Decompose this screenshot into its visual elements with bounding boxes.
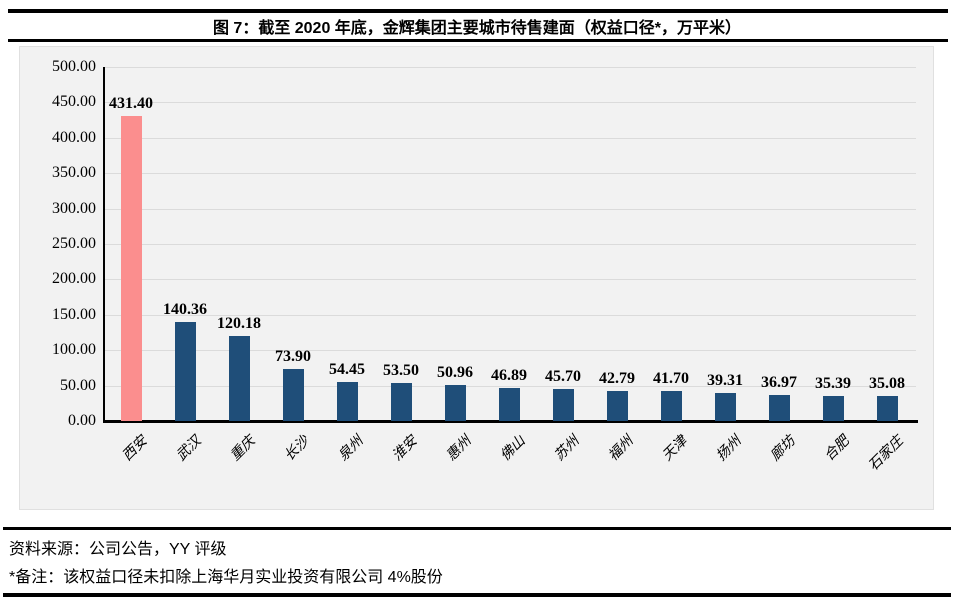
y-axis-tick-label: 450.00 [52, 93, 96, 111]
x-axis-category-label: 合肥 [822, 433, 853, 465]
x-axis-category-label: 武汉 [174, 433, 205, 465]
footer-top-rule [3, 527, 951, 530]
bar-value-label: 39.31 [707, 372, 743, 390]
x-axis-category-label: 重庆 [228, 433, 259, 465]
gridline [104, 137, 916, 139]
bar-扬州 [714, 393, 736, 421]
y-axis-line [103, 67, 105, 423]
bar-泉州 [336, 382, 358, 421]
y-axis-tick-label: 500.00 [52, 58, 96, 75]
bar-value-label: 36.97 [761, 373, 797, 391]
x-axis-category-label: 佛山 [498, 433, 529, 465]
x-axis-category-label: 苏州 [552, 433, 583, 465]
x-axis-category-label: 长沙 [282, 433, 313, 465]
x-axis-category-label: 廊坊 [768, 433, 799, 465]
note-line: *备注：该权益口径未扣除上海华月实业投资有限公司 4%股份 [9, 569, 443, 586]
y-axis-tick-label: 50.00 [60, 376, 96, 394]
plot-area: 0.00 50.00 100.00 150.00 200.00 250.00 300.00 3… [20, 47, 935, 511]
bar-value-label: 140.36 [163, 300, 207, 318]
y-axis-tick-label: 150.00 [52, 305, 96, 323]
x-axis-category-label: 福州 [606, 433, 637, 465]
gridline [104, 314, 916, 316]
bar-合肥 [822, 395, 844, 421]
bar-value-label: 35.39 [815, 374, 851, 392]
bar-value-label: 45.70 [545, 367, 581, 385]
bar-value-label: 53.50 [383, 362, 419, 380]
bar-value-label: 54.45 [329, 361, 365, 379]
x-axis-line [103, 420, 918, 423]
bar-淮安 [390, 383, 412, 421]
gridline [104, 173, 916, 175]
bar-value-label: 46.89 [491, 366, 527, 384]
y-axis-tick-label: 250.00 [52, 235, 96, 252]
bar-廊坊 [768, 394, 790, 421]
gridline [104, 102, 916, 104]
y-axis-tick-label: 300.00 [52, 199, 96, 217]
x-axis-category-label: 扬州 [714, 433, 745, 465]
bar-长沙 [282, 368, 304, 421]
bar-苏州 [552, 388, 574, 421]
bar-value-label: 42.79 [599, 369, 635, 387]
bar-重庆 [228, 335, 250, 421]
x-axis-category-label: 天津 [660, 433, 691, 465]
gridline [104, 208, 916, 210]
bar-天津 [660, 391, 682, 421]
bar-惠州 [444, 384, 466, 421]
bar-value-label: 73.90 [275, 347, 311, 365]
gridline [104, 350, 916, 352]
bar-福州 [606, 390, 628, 421]
y-axis-tick-label: 200.00 [52, 270, 96, 288]
bar-value-label: 120.18 [217, 314, 261, 332]
x-axis-category-label: 西安 [120, 433, 151, 465]
x-axis-category-label: 石家庄 [866, 433, 907, 475]
y-axis-tick-label: 100.00 [52, 341, 96, 359]
bar-value-label: 35.08 [869, 375, 905, 393]
bar-佛山 [498, 387, 520, 421]
bar-chart-panel: 0.00 50.00 100.00 150.00 200.00 250.00 300.00 3… [19, 46, 934, 510]
gridline [104, 385, 916, 387]
x-axis-category-label: 泉州 [336, 433, 367, 465]
x-axis-category-label: 惠州 [444, 433, 475, 465]
bar-value-label: 41.70 [653, 370, 689, 388]
gridline [104, 279, 916, 281]
y-axis-tick-label: 350.00 [52, 164, 96, 182]
title-bottom-rule [8, 39, 948, 42]
y-axis-tick-label: 400.00 [52, 128, 96, 146]
y-axis-tick-label: 0.00 [68, 412, 96, 429]
bottom-rule [3, 593, 951, 597]
top-rule [8, 9, 948, 13]
x-axis-category-label: 淮安 [390, 433, 421, 465]
bar-武汉 [174, 321, 196, 421]
bar-西安 [120, 115, 142, 421]
bar-石家庄 [876, 396, 898, 421]
figure-title: 图 7：截至 2020 年底，金辉集团主要城市待售建面（权益口径*，万平米） [212, 20, 742, 37]
gridline [104, 67, 916, 68]
bar-value-label: 50.96 [437, 363, 473, 381]
source-line: 资料来源：公司公告，YY 评级 [9, 541, 227, 558]
gridline [104, 244, 916, 245]
bar-value-label: 431.40 [109, 94, 153, 112]
